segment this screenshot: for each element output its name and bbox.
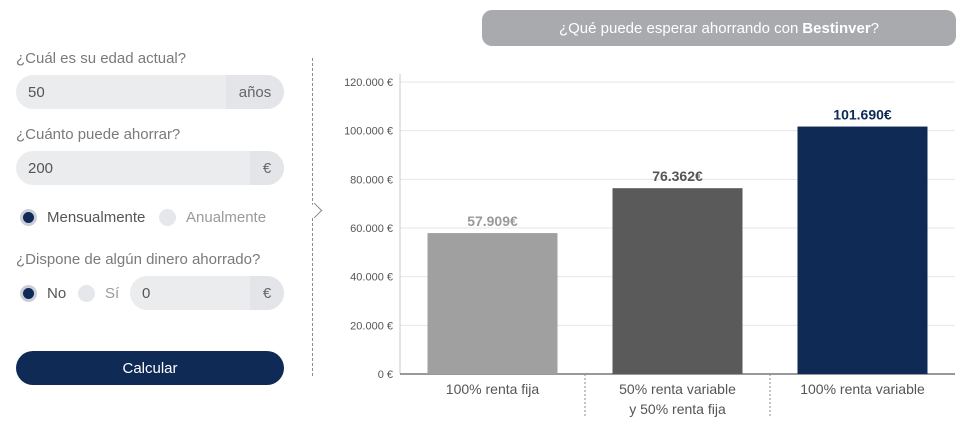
header-banner: ¿Qué puede esperar ahorrando con Bestinv… [482,10,956,46]
x-tick-label: y 50% renta fija [629,401,726,417]
radio-yearly[interactable]: Anualmente [159,209,266,226]
radio-yearly-dot[interactable] [159,209,176,226]
bar-value-label: 57.909€ [467,213,518,229]
age-label: ¿Cuál es su edad actual? [16,50,187,67]
savings-bar-chart: 0 € 20.000 € 40.000 € 60.000 € 80.000 € 100.0… [344,74,955,418]
radio-yes[interactable]: Sí [78,285,119,302]
radio-yes-label: Sí [105,285,120,302]
header-prefix: ¿Qué puede esperar ahorrando con [558,19,799,37]
y-tick-label: 0 € [378,369,393,381]
save-amount-input[interactable] [16,151,250,185]
x-tick-label: 100% renta variable [800,381,925,397]
y-tick-label: 80.000 € [350,174,393,186]
bar [612,188,743,374]
savings-amount-input[interactable] [130,276,250,310]
y-tick-label: 100.000 € [344,126,393,138]
radio-monthly-label: Mensualmente [47,209,146,226]
calculate-button[interactable]: Calcular [16,351,284,385]
radio-monthly[interactable]: Mensualmente [20,209,145,226]
age-unit: años [226,75,284,109]
header-brand: Bestinver [802,19,871,37]
savings-label: ¿Dispone de algún dinero ahorrado? [16,251,261,268]
y-tick-label: 120.000 € [344,77,393,89]
bar-value-label: 101.690€ [833,107,892,123]
savings-unit: € [250,276,284,310]
save-unit: € [250,151,284,185]
age-field: años [16,75,284,109]
radio-yes-dot[interactable] [78,285,95,302]
header-suffix: ? [870,19,880,37]
radio-yearly-label: Anualmente [186,209,267,226]
save-field: € [16,151,284,185]
bar-value-label: 76.362€ [652,168,703,184]
save-label: ¿Cuánto puede ahorrar? [16,126,181,143]
radio-no-label: No [47,285,67,302]
radio-monthly-dot[interactable] [20,209,37,226]
x-tick-label: 50% renta variable [619,381,736,397]
age-input[interactable] [16,75,226,109]
radio-no-dot[interactable] [20,285,37,302]
radio-no[interactable]: No [20,285,66,302]
y-tick-label: 60.000 € [350,223,393,235]
y-tick-label: 40.000 € [350,272,393,284]
y-tick-label: 20.000 € [350,320,393,332]
bar [797,126,928,374]
savings-field: € [130,276,284,310]
x-tick-label: 100% renta fija [446,381,540,397]
bar [427,233,558,374]
